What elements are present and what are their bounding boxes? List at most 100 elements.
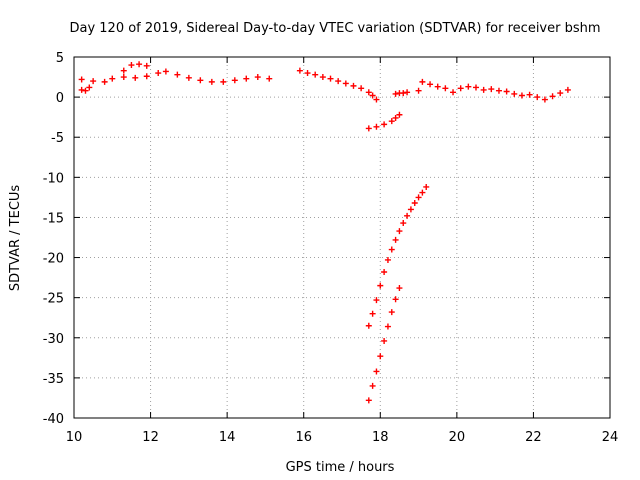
x-tick-label: 24 — [602, 430, 619, 445]
series-arc-3 — [120, 61, 150, 74]
series-arc-2 — [78, 84, 93, 94]
data-point — [450, 89, 457, 96]
data-point — [174, 71, 181, 78]
series-arc-1 — [78, 68, 261, 85]
data-point — [381, 268, 388, 275]
data-point — [128, 62, 135, 69]
data-point — [231, 77, 238, 84]
series-arc-7 — [419, 78, 571, 103]
data-point — [373, 368, 380, 375]
data-point — [365, 125, 372, 132]
data-point — [185, 74, 192, 81]
data-point — [404, 89, 411, 96]
axis-ticks — [73, 56, 611, 419]
data-point — [495, 87, 502, 94]
data-point — [143, 73, 150, 80]
data-point — [419, 189, 426, 196]
data-point — [396, 111, 403, 118]
data-point — [365, 397, 372, 404]
data-point — [384, 256, 391, 263]
data-point — [400, 90, 407, 97]
data-point — [381, 337, 388, 344]
data-point — [101, 78, 108, 85]
y-tick-label: -15 — [43, 211, 64, 226]
chart-title: Day 120 of 2019, Sidereal Day-to-day VTE… — [69, 21, 600, 36]
grid-lines — [74, 57, 610, 418]
data-point — [197, 77, 204, 84]
data-point — [457, 85, 464, 92]
data-point — [365, 89, 372, 96]
data-point — [120, 67, 127, 74]
data-point — [392, 114, 399, 121]
data-point — [82, 87, 89, 94]
data-point — [373, 123, 380, 130]
data-point — [350, 82, 357, 89]
data-point — [388, 246, 395, 253]
data-point — [377, 282, 384, 289]
series-arc-6 — [373, 87, 422, 103]
data-point — [381, 121, 388, 128]
data-point — [427, 81, 434, 88]
data-point — [136, 61, 143, 68]
data-points — [78, 61, 571, 404]
series-arc-9 — [365, 183, 430, 329]
y-tick-label: -25 — [43, 292, 64, 307]
data-point — [442, 85, 449, 92]
data-point — [400, 220, 407, 227]
data-point — [78, 86, 85, 93]
data-point — [534, 94, 541, 101]
data-point — [358, 85, 365, 92]
data-point — [208, 78, 215, 85]
data-point — [473, 84, 479, 91]
data-point — [266, 75, 273, 82]
data-point — [377, 353, 384, 360]
y-tick-label: -30 — [43, 332, 64, 347]
data-point — [327, 75, 334, 82]
x-axis-title: GPS time / hours — [286, 460, 395, 475]
data-point — [319, 74, 326, 81]
y-tick-label: 0 — [56, 91, 64, 106]
data-point — [392, 236, 399, 243]
data-point — [120, 74, 127, 81]
data-point — [396, 228, 403, 235]
data-point — [541, 96, 548, 103]
x-tick-label: 14 — [219, 430, 236, 445]
data-point — [415, 87, 422, 94]
data-point — [388, 118, 395, 125]
data-point — [557, 90, 564, 97]
x-tick-label: 16 — [295, 430, 312, 445]
data-point — [392, 90, 399, 97]
data-point — [369, 310, 376, 317]
data-point — [312, 71, 319, 78]
data-point — [404, 212, 411, 219]
data-point — [392, 296, 399, 303]
data-point — [388, 309, 395, 316]
x-tick-labels: 10 12 14 16 18 20 22 24 — [66, 430, 619, 445]
series-arc-4 — [266, 75, 273, 82]
data-point — [86, 84, 93, 91]
series-arc-10 — [365, 285, 403, 404]
data-point — [373, 297, 380, 304]
x-tick-label: 20 — [449, 430, 466, 445]
data-point — [465, 83, 472, 90]
data-point — [143, 62, 150, 69]
data-point — [243, 75, 250, 82]
data-point — [549, 93, 556, 100]
data-point — [132, 74, 139, 81]
data-point — [384, 323, 391, 330]
data-point — [220, 78, 227, 85]
x-tick-label: 22 — [525, 430, 542, 445]
data-point — [369, 382, 376, 389]
y-tick-label: -10 — [43, 171, 64, 186]
data-point — [434, 83, 441, 90]
data-point — [415, 194, 422, 201]
x-tick-label: 12 — [142, 430, 159, 445]
data-point — [407, 206, 414, 213]
series-arc-5 — [296, 67, 376, 99]
y-tick-label: -35 — [43, 372, 64, 387]
data-point — [78, 76, 85, 83]
data-point — [162, 68, 169, 75]
data-point — [411, 200, 418, 207]
data-point — [564, 86, 571, 93]
